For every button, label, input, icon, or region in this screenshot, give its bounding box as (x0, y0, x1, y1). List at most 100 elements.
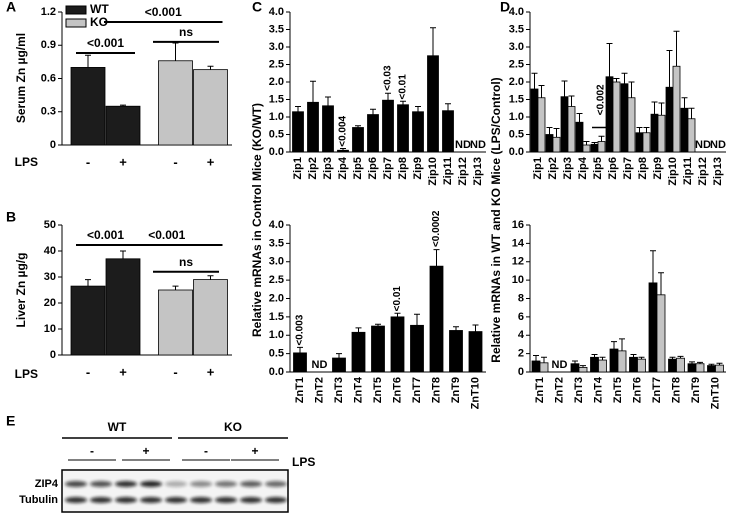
bar (193, 279, 228, 356)
bar (575, 121, 584, 153)
annotation: <0.03 (383, 65, 394, 91)
error-bar (591, 142, 598, 145)
y-tick-label: 0 (518, 366, 524, 378)
y-tick-label: 2.5 (509, 58, 524, 70)
y-tick-label: 0.3 (41, 106, 56, 118)
error-bar (688, 107, 695, 119)
x-tick-label: Zip4 (337, 156, 349, 179)
error-bar (172, 42, 179, 61)
bar (537, 97, 546, 153)
bar (620, 83, 629, 153)
y-tick-label: 3.0 (509, 41, 524, 53)
x-tick-label: ZnT8 (430, 377, 442, 403)
error-bar (414, 313, 420, 326)
error-bar (531, 72, 538, 89)
error-bar (561, 80, 568, 97)
x-tick-label: ZnT7 (651, 377, 663, 403)
error-bar (370, 108, 376, 115)
bar (617, 350, 627, 373)
error-bar (472, 324, 479, 332)
x-tick-label: ZnT5 (372, 377, 384, 403)
error-bar (643, 127, 650, 133)
bar (597, 141, 606, 153)
y-tick-label: 10 (44, 323, 56, 335)
bar (390, 316, 405, 373)
blot-band (215, 497, 237, 503)
bar (351, 331, 366, 373)
annotation: <0.01 (392, 286, 403, 312)
bar (371, 325, 385, 373)
x-tick-label: - (173, 154, 177, 169)
y-tick-label: 3.5 (269, 23, 284, 35)
blot-treatment: + (142, 444, 149, 458)
error-bar (658, 102, 665, 116)
bar (635, 132, 644, 153)
y-tick-label: 2 (518, 348, 524, 360)
bar (158, 60, 193, 146)
y-tick-label: 4.0 (269, 219, 284, 231)
bar (337, 149, 349, 153)
error-bar (673, 30, 680, 67)
panel-letter: A (6, 0, 16, 15)
x-tick-label: Zip4 (577, 156, 589, 179)
x-tick-label: ZnT7 (411, 377, 423, 403)
error-bar (310, 80, 316, 103)
blot-treatment-label: LPS (292, 455, 315, 469)
y-tick-label: 1.5 (269, 311, 284, 323)
y-axis-label: Liver Zn µg/g (14, 253, 28, 328)
value-label: ND (455, 139, 471, 151)
y-tick-label: 2.5 (269, 58, 284, 70)
blot-group: KO (224, 420, 242, 434)
y-tick-label: 30 (44, 271, 56, 283)
panel-letter: C (252, 0, 262, 15)
blot-group: WT (108, 420, 127, 434)
y-tick-label: 4.0 (509, 6, 524, 18)
error-bar (553, 128, 560, 138)
bar (531, 360, 541, 373)
bar (382, 99, 394, 153)
x-axis-label: LPS (15, 155, 38, 169)
y-tick-label: 0.5 (269, 128, 284, 140)
y-tick-label: 8 (518, 292, 524, 304)
y-tick-label: 0.5 (269, 348, 284, 360)
bar (292, 111, 304, 153)
error-bar (611, 341, 617, 350)
blot-band (265, 497, 287, 503)
x-tick-label: Zip10 (667, 157, 679, 186)
blot-row-label: ZIP4 (35, 478, 59, 490)
x-tick-label: - (173, 364, 177, 379)
x-tick-label: Zip7 (622, 157, 634, 180)
x-tick-label: Zip2 (307, 157, 319, 180)
bar (322, 105, 334, 153)
value-label: ND (710, 139, 726, 151)
x-tick-label: ZnT9 (450, 377, 462, 403)
x-tick-label: Zip8 (397, 157, 409, 180)
y-tick-label: 3.0 (269, 256, 284, 268)
error-bar (621, 72, 628, 84)
error-bar (568, 95, 575, 107)
x-tick-label: Zip12 (457, 157, 469, 186)
x-tick-label: Zip9 (652, 157, 664, 180)
error-bar (453, 326, 459, 331)
blot-band (240, 497, 262, 503)
y-tick-label: 0.9 (41, 39, 56, 51)
legend-swatch (65, 5, 87, 15)
blot-band (190, 481, 212, 487)
value-label: ND (470, 139, 486, 151)
x-tick-label: Zip13 (472, 157, 484, 186)
bar (637, 358, 646, 373)
x-tick-label: Zip6 (607, 157, 619, 180)
x-tick-label: ZnT2 (313, 377, 325, 403)
x-tick-label: - (86, 154, 90, 169)
bar (412, 111, 424, 153)
error-bar (355, 327, 362, 333)
bar (715, 364, 724, 373)
y-tick-label: 4.0 (269, 6, 284, 18)
y-tick-label: 40 (44, 245, 56, 257)
panel-letter: E (6, 413, 15, 429)
blot-band (165, 481, 187, 487)
bar (590, 356, 599, 373)
value-label: ND (312, 359, 328, 371)
y-tick-label: 0 (50, 139, 56, 151)
